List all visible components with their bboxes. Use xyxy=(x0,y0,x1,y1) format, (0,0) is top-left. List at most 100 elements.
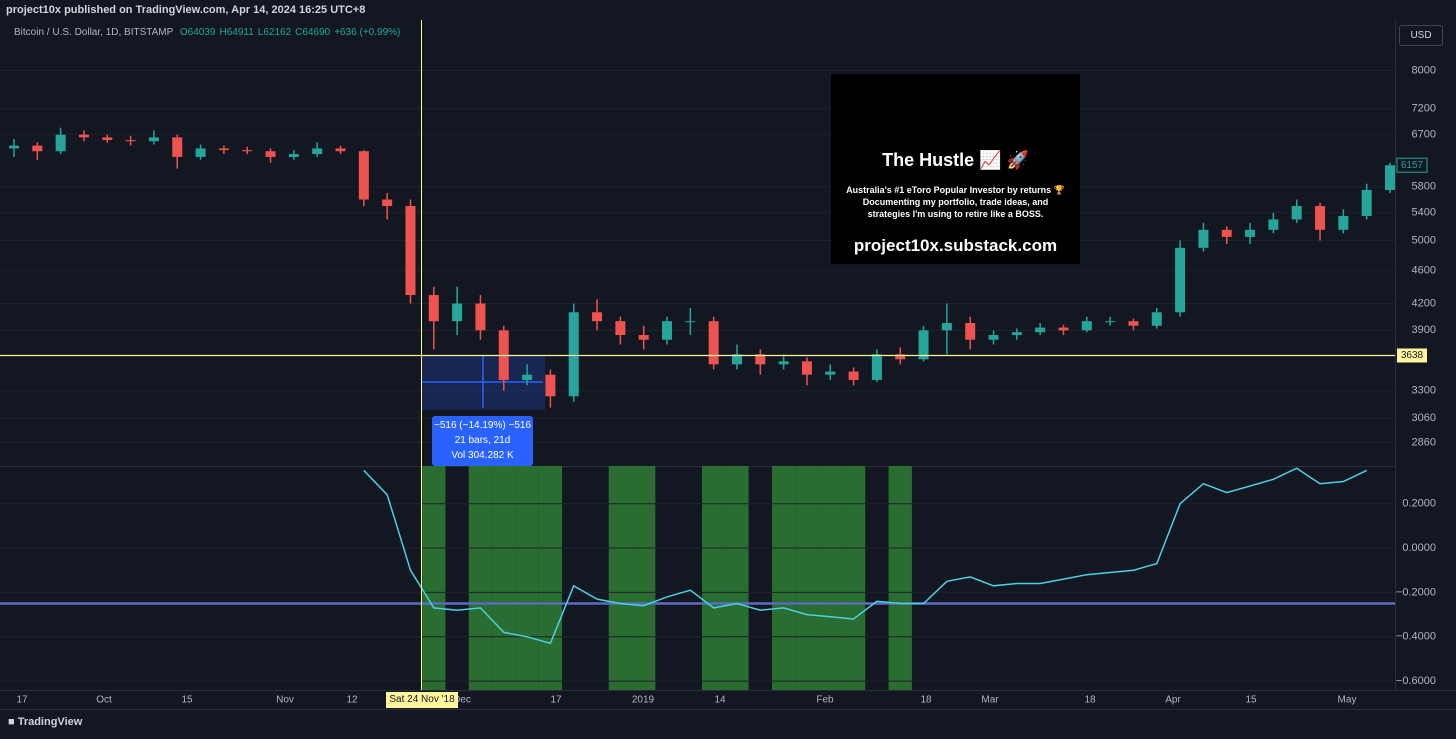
candle-body xyxy=(265,151,276,157)
y2-tick-label: 0.0000 xyxy=(1402,542,1436,554)
signal-band xyxy=(422,466,446,690)
candle-body xyxy=(428,295,439,322)
signal-band xyxy=(702,466,726,690)
ohlc-value: +636 (+0.99%) xyxy=(334,27,401,38)
measure-line: −516 (−14.19%) −516 xyxy=(433,420,532,431)
signal-band xyxy=(608,466,633,690)
x-tick-label: 15 xyxy=(181,695,193,706)
signal-band xyxy=(515,466,539,690)
candle-body xyxy=(988,335,999,340)
candle-body xyxy=(1011,332,1022,336)
candle-body xyxy=(778,361,789,365)
candle-body xyxy=(941,322,952,331)
y-tick-label: 7200 xyxy=(1412,103,1436,115)
candle-body xyxy=(1081,321,1092,331)
candle-body xyxy=(708,321,719,365)
promo-box: The Hustle 📈 🚀 Australia's #1 eToro Popu… xyxy=(831,74,1080,264)
candle-body xyxy=(1268,219,1279,230)
candle-body xyxy=(218,148,229,151)
x-tick-label: Oct xyxy=(96,695,112,706)
promo-url: project10x.substack.com xyxy=(853,236,1058,255)
candle-body xyxy=(918,330,929,360)
price-line-tag xyxy=(1397,348,1427,363)
signal-band xyxy=(795,466,819,690)
signal-band xyxy=(818,466,842,690)
x-tick-label: 17 xyxy=(16,695,28,706)
candle-body xyxy=(242,150,253,152)
measure-line: 21 bars, 21d xyxy=(454,435,511,446)
y-tick-label: 8000 xyxy=(1412,64,1436,76)
candle-body xyxy=(1338,216,1349,230)
candle-body xyxy=(871,354,882,380)
candle-body xyxy=(895,354,906,360)
y-tick-label: 3300 xyxy=(1412,385,1436,397)
signal-band xyxy=(841,466,866,690)
candle-body xyxy=(592,312,603,322)
candle-body xyxy=(615,321,626,336)
ohlc-value: H64911 xyxy=(219,27,254,38)
candle-body xyxy=(335,148,346,152)
candle-body xyxy=(78,134,89,138)
candle-body xyxy=(1291,206,1302,220)
y2-tick-label: −0.4000 xyxy=(1396,631,1436,643)
symbol-legend: Bitcoin / U.S. Dollar, 1D, BITSTAMP O640… xyxy=(14,27,400,38)
currency-button[interactable]: USD xyxy=(1399,25,1443,46)
x-tick-label: 14 xyxy=(714,695,726,706)
y-tick-label: 5400 xyxy=(1412,207,1436,219)
x-tick-label: 12 xyxy=(346,695,358,706)
candle-body xyxy=(568,312,579,397)
candle-body xyxy=(475,303,486,331)
signal-band xyxy=(888,466,912,690)
candle-body xyxy=(848,371,859,380)
promo-text: Australia's #1 eToro Popular Investor by… xyxy=(831,184,1080,220)
candle-body xyxy=(545,374,556,397)
candle-body xyxy=(172,137,183,157)
candle-body xyxy=(312,148,323,155)
x-tick-label: Dec xyxy=(453,695,471,706)
brand: TradingView xyxy=(17,716,83,728)
y2-tick-label: −0.6000 xyxy=(1396,675,1436,687)
candle-body xyxy=(1151,312,1162,326)
measure-line: Vol 304.282 K xyxy=(451,450,514,461)
candle-body xyxy=(288,154,299,157)
candle-body xyxy=(1035,327,1046,333)
candle-body xyxy=(1385,165,1395,190)
candle-body xyxy=(965,322,976,340)
candle-body xyxy=(1361,189,1372,217)
x-tick-label: 15 xyxy=(1245,695,1257,706)
candle-body xyxy=(1245,229,1256,237)
promo-line: strategies I'm using to retire like a BO… xyxy=(867,209,1044,219)
candle-body xyxy=(148,137,159,142)
signal-band xyxy=(632,466,656,690)
ohlc-value: O64039 xyxy=(179,27,216,38)
y-tick-label: 3900 xyxy=(1412,324,1436,336)
candle-body xyxy=(1058,327,1069,331)
promo-line: Documenting my portfolio, trade ideas, a… xyxy=(862,197,1049,207)
ohlc-values: O64039 H64911 L62162 C64690 +636 (+0.99%) xyxy=(176,27,400,38)
candle-body xyxy=(1198,229,1209,248)
x-tick-label: 2019 xyxy=(632,695,655,706)
candle-body xyxy=(382,199,393,207)
y-tick-label: 5000 xyxy=(1412,234,1436,246)
candle-body xyxy=(662,321,673,340)
candle-body xyxy=(1128,321,1139,326)
candle-body xyxy=(1175,247,1186,313)
indicator-line xyxy=(363,467,1368,645)
publish-header: project10x published on TradingView.com,… xyxy=(6,4,366,16)
candle-body xyxy=(9,145,19,149)
x-tick-label: 18 xyxy=(1084,695,1096,706)
y-tick-label: 5800 xyxy=(1412,181,1436,193)
candle-body xyxy=(1105,321,1116,323)
x-tick-label: Apr xyxy=(1165,695,1181,706)
ohlc-value: C64690 xyxy=(295,27,331,38)
candle-body xyxy=(825,371,836,375)
y2-tick-label: 0.2000 xyxy=(1402,498,1436,510)
candle-body xyxy=(731,354,742,365)
candle-body xyxy=(55,134,66,152)
x-tick-label: May xyxy=(1338,695,1357,706)
x-tick-label: 18 xyxy=(920,695,932,706)
promo-title: The Hustle 📈 🚀 xyxy=(882,150,1029,170)
candle-body xyxy=(801,361,812,375)
